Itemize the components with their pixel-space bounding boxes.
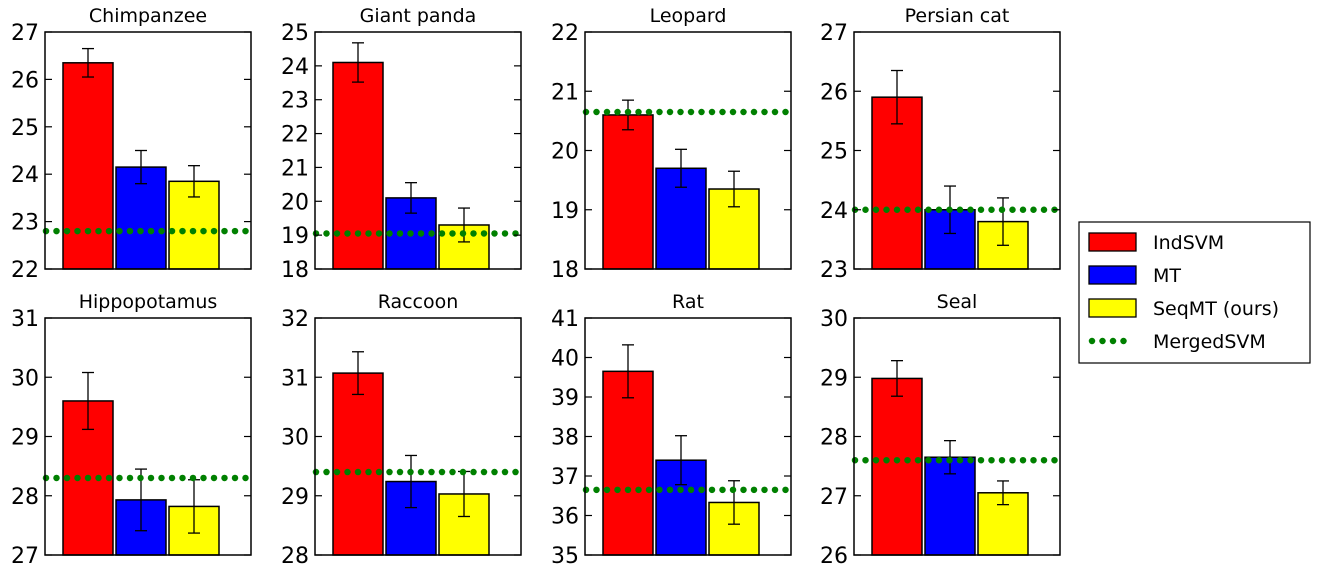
bar-indsvm — [332, 61, 384, 270]
y-tick-label: 25 — [281, 21, 309, 46]
y-tick-label: 28 — [11, 485, 39, 510]
y-tick-label: 27 — [820, 485, 848, 510]
bar-indsvm — [332, 372, 384, 556]
panel-title: Giant panda — [360, 5, 477, 27]
y-tick-label: 19 — [551, 199, 579, 224]
y-tick-label: 37 — [551, 465, 579, 490]
y-tick-label: 30 — [281, 426, 309, 451]
y-tick-label: 40 — [551, 347, 579, 372]
error-bar-indsvm — [891, 69, 903, 125]
y-tick-label: 30 — [820, 307, 848, 332]
error-bar-seqmt-ours — [188, 165, 200, 198]
y-tick-label: 24 — [820, 199, 848, 224]
error-bar-mt — [135, 149, 147, 185]
error-bar-seqmt-ours — [997, 197, 1009, 246]
y-tick-label: 30 — [11, 366, 39, 391]
y-tick-label: 26 — [11, 68, 39, 93]
error-bar-indsvm — [82, 47, 94, 78]
panel-chimpanzee: Chimpanzee 22 23 24 25 26 27 — [11, 5, 254, 283]
bar-indsvm — [62, 62, 114, 270]
legend-label: MergedSVM — [1153, 331, 1266, 353]
panel-title: Seal — [937, 291, 978, 313]
legend-swatch-seqmt-ours — [1088, 298, 1137, 318]
y-tick-label: 38 — [551, 426, 579, 451]
y-tick-label: 28 — [820, 426, 848, 451]
error-bar-seqmt-ours — [997, 480, 1009, 506]
y-tick-label: 26 — [820, 544, 848, 565]
y-tick-label: 31 — [281, 366, 309, 391]
panel-title: Chimpanzee — [89, 5, 207, 27]
y-tick-label: 26 — [820, 80, 848, 105]
y-tick-label: 21 — [281, 156, 309, 181]
legend: IndSVM MT SeqMT (ours) MergedSVM — [1078, 221, 1311, 364]
panel-seal: Seal 26 27 28 29 30 — [820, 291, 1063, 565]
error-bar-indsvm — [352, 42, 364, 83]
y-tick-label: 24 — [11, 163, 39, 188]
y-tick-label: 23 — [11, 211, 39, 236]
y-tick-label: 18 — [551, 258, 579, 283]
plot-frame — [44, 31, 252, 270]
y-tick-label: 29 — [11, 426, 39, 451]
panel-giant-panda: Giant panda 18 19 20 21 22 23 24 25 — [281, 5, 524, 283]
y-tick-label: 31 — [11, 307, 39, 332]
y-tick-label: 27 — [820, 21, 848, 46]
error-bar-indsvm — [622, 344, 634, 399]
error-bar-mt — [675, 435, 687, 486]
panel-title: Rat — [672, 291, 704, 313]
legend-swatch-mt — [1088, 265, 1137, 285]
error-bar-seqmt-ours — [728, 170, 740, 208]
y-tick-label: 19 — [281, 224, 309, 249]
y-tick-label: 20 — [551, 140, 579, 165]
y-tick-label: 29 — [281, 485, 309, 510]
y-tick-label: 23 — [281, 89, 309, 114]
y-tick-label: 18 — [281, 258, 309, 283]
y-tick-label: 32 — [281, 307, 309, 332]
error-bar-mt — [405, 182, 417, 214]
y-tick-label: 39 — [551, 386, 579, 411]
y-tick-label: 36 — [551, 505, 579, 530]
panel-raccoon: Raccoon 28 29 30 31 32 — [281, 291, 524, 565]
y-tick-label: 22 — [281, 123, 309, 148]
y-tick-label: 24 — [281, 55, 309, 80]
y-tick-label: 41 — [551, 307, 579, 332]
y-tick-label: 22 — [551, 21, 579, 46]
y-tick-label: 25 — [820, 140, 848, 165]
panel-persian-cat: Persian cat 23 24 25 26 27 — [820, 5, 1063, 283]
legend-swatch-indsvm — [1088, 232, 1137, 252]
panel-hippopotamus: Hippopotamus 27 28 29 30 31 — [11, 291, 254, 565]
panel-title: Leopard — [650, 5, 727, 27]
error-bar-mt — [405, 454, 417, 509]
y-tick-label: 27 — [11, 544, 39, 565]
legend-label: MT — [1153, 265, 1181, 287]
y-tick-label: 28 — [281, 544, 309, 565]
bar-indsvm — [602, 114, 654, 270]
bar-indsvm — [871, 377, 923, 556]
panel-title: Persian cat — [905, 5, 1010, 27]
legend-label: SeqMT (ours) — [1153, 298, 1279, 320]
y-tick-label: 22 — [11, 258, 39, 283]
y-tick-label: 35 — [551, 544, 579, 565]
panel-title: Hippopotamus — [79, 291, 218, 313]
error-bar-indsvm — [82, 371, 94, 431]
panel-leopard: Leopard 18 19 20 21 22 — [551, 5, 794, 283]
y-tick-label: 27 — [11, 21, 39, 46]
y-tick-label: 21 — [551, 80, 579, 105]
y-tick-label: 23 — [820, 258, 848, 283]
panel-rat: Rat 35 36 37 38 39 40 41 — [551, 291, 794, 565]
y-tick-label: 20 — [281, 190, 309, 215]
error-bar-indsvm — [352, 351, 364, 396]
y-tick-label: 29 — [820, 366, 848, 391]
error-bar-mt — [675, 148, 687, 188]
error-bar-indsvm — [891, 360, 903, 397]
plot-frame — [314, 31, 522, 270]
bar-indsvm — [602, 370, 654, 556]
panel-title: Raccoon — [378, 291, 459, 313]
y-tick-label: 25 — [11, 116, 39, 141]
legend-label: IndSVM — [1153, 232, 1224, 254]
